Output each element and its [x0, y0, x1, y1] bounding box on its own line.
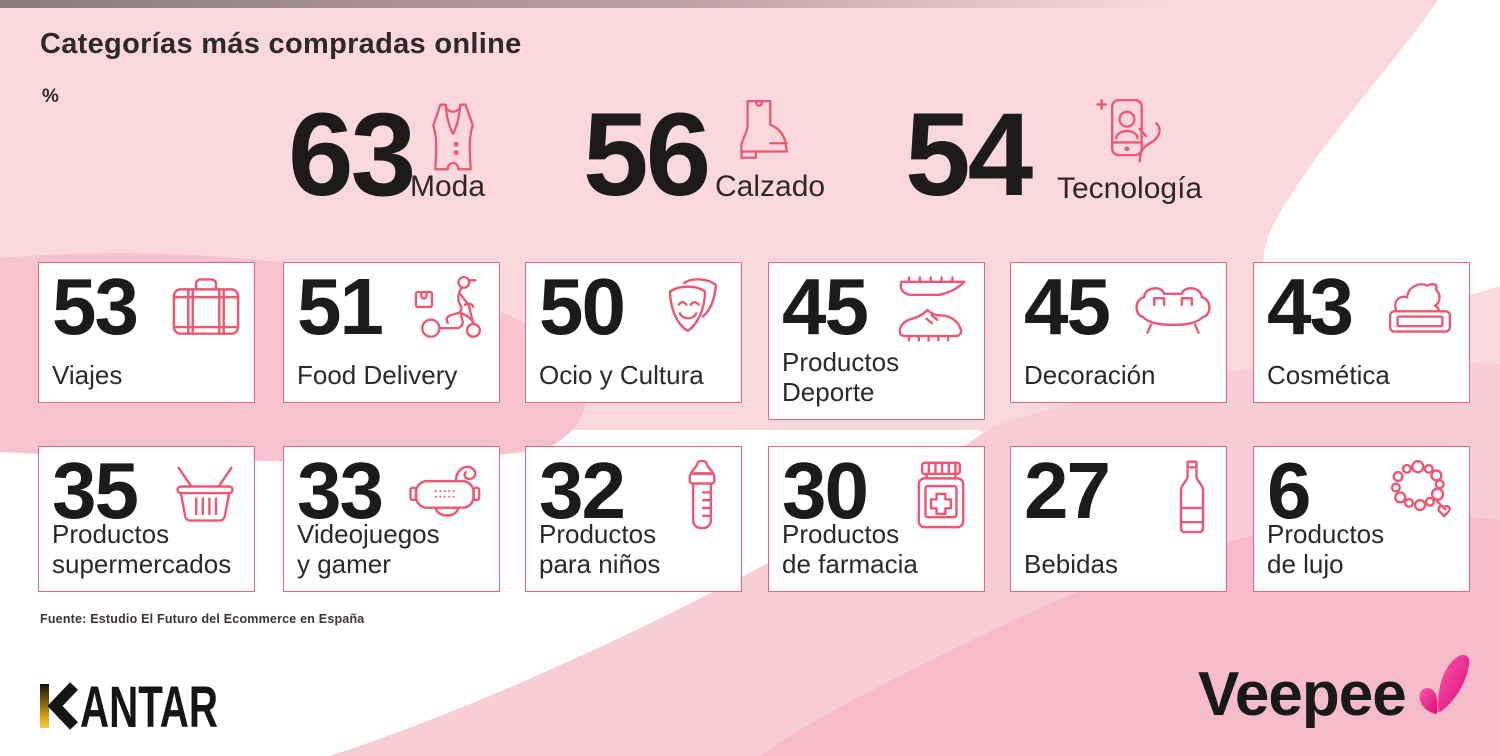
suitcase-icon [172, 278, 240, 335]
category-card-deporte: 45 Productos Deporte [768, 262, 985, 420]
stat-value: 63 [288, 89, 416, 221]
sport-shoes-icon [898, 276, 966, 342]
stat-value: 56 [583, 89, 711, 221]
card-label: Videojuegos y gamer [297, 518, 440, 580]
card-label: Food Delivery [297, 360, 458, 391]
veepee-logo: Veepee [1198, 650, 1474, 726]
top-stat-moda: 63 Moda [288, 96, 628, 246]
baby-bottle-icon [688, 459, 716, 530]
top-stat-calzado: 56 Calzado [583, 96, 923, 246]
pharmacy-bottle-icon [917, 461, 965, 529]
top-stat-tecnologia: 54 Tecnología [905, 96, 1245, 246]
card-label: Decoración [1024, 360, 1156, 391]
category-card-food-delivery: 51 Food Delivery [283, 262, 500, 403]
stat-label: Moda [410, 170, 486, 203]
card-label: Productos de farmacia [782, 518, 918, 580]
stat-label: Calzado [715, 170, 826, 203]
card-value: 33 [297, 446, 384, 535]
card-value: 35 [52, 446, 139, 535]
card-value: 50 [539, 262, 626, 351]
category-card-lujo: 6 Productos de lujo [1253, 446, 1470, 592]
top-edge-shadow [0, 0, 1500, 8]
card-label: Viajes [52, 360, 123, 391]
card-value: 30 [782, 446, 869, 535]
game-controller-icon [409, 465, 481, 517]
bead-bracelet-icon [1390, 459, 1451, 518]
category-card-viajes: 53 Viajes [38, 262, 255, 403]
kantar-k-chevron [47, 682, 78, 730]
category-card-farmacia: 30 Productos de farmacia [768, 446, 985, 592]
boot-icon [740, 99, 788, 159]
card-value: 27 [1024, 446, 1111, 535]
butterfly-icon [1419, 654, 1470, 715]
kantar-gold-bar [40, 684, 49, 728]
wine-bottle-icon [1179, 460, 1205, 534]
unit-label: % [42, 86, 59, 107]
category-card-ocio-cultura: 50 Ocio y Cultura [525, 262, 742, 403]
card-value: 45 [782, 262, 869, 351]
card-value: 51 [297, 262, 384, 351]
card-value: 6 [1267, 446, 1311, 535]
category-card-videojuegos: 33 Videojuegos y gamer [283, 446, 500, 592]
stat-label: Tecnología [1057, 172, 1203, 205]
category-card-ninos: 32 Productos para niños [525, 446, 742, 592]
card-value: 53 [52, 262, 139, 351]
category-card-bebidas: 27 Bebidas [1010, 446, 1227, 592]
sofa-icon [1135, 287, 1211, 334]
shopping-basket-icon [176, 466, 234, 522]
card-label: Productos para niños [539, 518, 661, 580]
card-label: Ocio y Cultura [539, 360, 704, 391]
theater-masks-icon [668, 278, 718, 333]
delivery-scooter-icon [414, 275, 481, 338]
cosmetic-cream-icon [1388, 283, 1452, 333]
card-value: 45 [1024, 262, 1111, 351]
card-label: Cosmética [1267, 360, 1390, 391]
kantar-wordmark: ANTAR [80, 681, 218, 733]
stat-value: 54 [905, 89, 1033, 221]
veepee-wordmark: Veepee [1198, 660, 1407, 729]
card-value: 32 [539, 446, 626, 535]
card-label: Bebidas [1024, 549, 1118, 580]
smartphone-hand-icon [1096, 99, 1161, 163]
category-card-cosmetica: 43 Cosmética [1253, 262, 1470, 403]
card-label: Productos supermercados [52, 518, 232, 580]
card-label: Productos de lujo [1267, 518, 1385, 580]
page-title: Categorías más compradas online [40, 28, 522, 60]
source-note: Fuente: Estudio El Futuro del Ecommerce … [40, 612, 365, 626]
card-label: Productos Deporte [782, 346, 900, 408]
vest-icon [432, 103, 474, 171]
category-card-supermercados: 35 Productos supermercados [38, 446, 255, 592]
kantar-logo: ANTAR [40, 681, 218, 733]
card-value: 43 [1267, 262, 1354, 351]
category-card-decoracion: 45 Decoración [1010, 262, 1227, 403]
